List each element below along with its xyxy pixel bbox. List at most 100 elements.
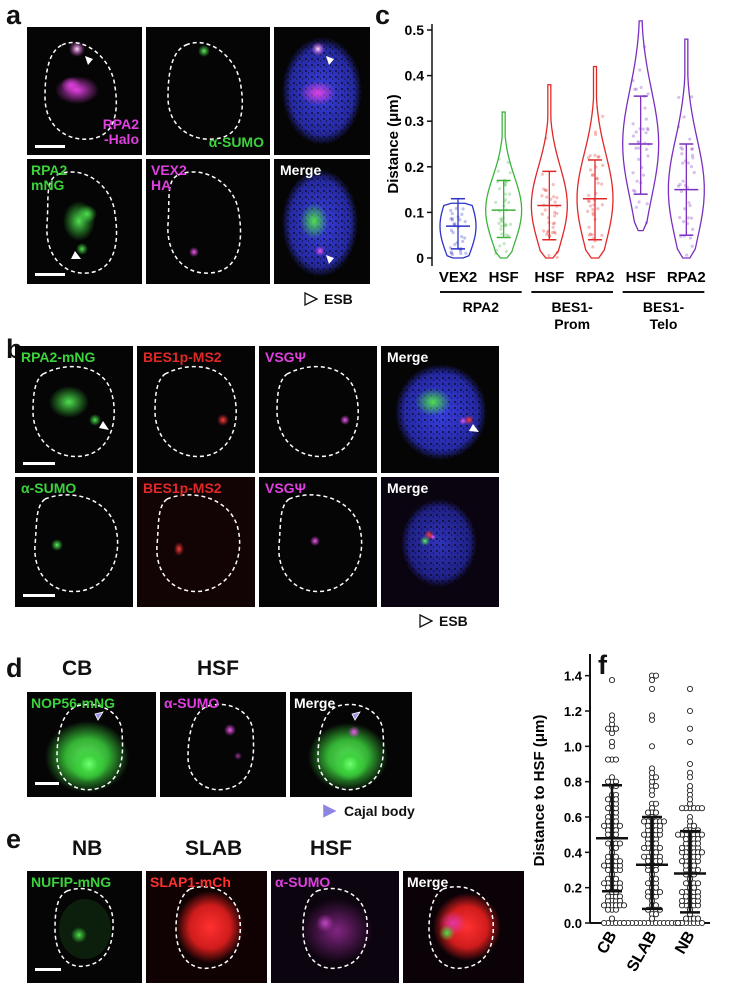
- f-point: [612, 831, 620, 838]
- c-point: [498, 244, 502, 248]
- f-point: [652, 884, 660, 891]
- c-point: [497, 157, 501, 161]
- c-point: [681, 179, 685, 183]
- c-point: [646, 154, 650, 158]
- f-point: [652, 911, 660, 918]
- f-point: [612, 756, 620, 763]
- f-point: [604, 756, 612, 763]
- c-point: [631, 134, 636, 138]
- c-point: [586, 209, 590, 213]
- f-y-tick-label: 0.8: [564, 775, 582, 790]
- f-point: [600, 880, 608, 887]
- f-category-label: NB: [672, 929, 698, 958]
- f-point: [644, 880, 652, 887]
- f-point: [694, 880, 702, 887]
- panel-b-vsg-image-2: VSGΨ: [259, 477, 377, 607]
- c-point: [588, 204, 593, 208]
- c-point: [499, 227, 503, 231]
- panel-letter-a: a: [6, 0, 22, 30]
- panel-b-esb-legend: ESB: [419, 613, 468, 629]
- c-group-label: RPA2: [463, 299, 500, 315]
- panel-b-bes1p-ms2-image: BES1p-MS2: [137, 346, 255, 473]
- c-point: [507, 234, 511, 238]
- c-point: [690, 153, 695, 157]
- f-point: [694, 866, 702, 874]
- c-point: [449, 208, 453, 213]
- panel-b-label-sumo: α-SUMO: [21, 480, 77, 496]
- c-point: [680, 147, 684, 151]
- c-point: [504, 233, 508, 237]
- c-y-tick-label: 0.1: [405, 204, 425, 220]
- c-point: [638, 68, 642, 72]
- f-point: [604, 893, 612, 900]
- c-point: [545, 195, 549, 199]
- c-violin-0: [439, 202, 477, 259]
- c-point: [678, 182, 682, 187]
- f-point: [682, 915, 690, 922]
- c-point: [682, 219, 686, 224]
- c-point: [591, 211, 595, 215]
- panel-a-esb-legend: ESB: [304, 291, 353, 307]
- c-point: [634, 146, 638, 150]
- c-point: [587, 233, 592, 237]
- f-point: [698, 831, 706, 838]
- f-point: [694, 915, 702, 922]
- c-category-label: HSF: [626, 269, 656, 286]
- f-point: [652, 774, 660, 781]
- c-y-axis-label: Distance (μm): [385, 94, 402, 193]
- c-point: [496, 169, 500, 173]
- c-point: [555, 196, 559, 200]
- c-point: [595, 176, 599, 180]
- c-point: [586, 156, 591, 160]
- panel-d-label-merge: Merge: [294, 695, 336, 711]
- f-point: [678, 844, 686, 851]
- c-category-label: HSF: [534, 269, 564, 286]
- f-point: [604, 831, 612, 838]
- c-point: [547, 253, 551, 258]
- f-point: [612, 844, 620, 851]
- panel-e-label-sumo: α-SUMO: [275, 874, 331, 890]
- c-point: [553, 200, 557, 204]
- c-point: [689, 165, 694, 169]
- c-point: [633, 189, 637, 194]
- f-point: [608, 915, 616, 922]
- c-point: [552, 221, 556, 225]
- f-point: [682, 880, 690, 887]
- f-point: [604, 906, 612, 913]
- c-point: [497, 221, 501, 225]
- c-point: [494, 252, 498, 256]
- f-point: [640, 853, 648, 860]
- f-point: [652, 783, 660, 790]
- panel-b-label-bes1p-ms2: BES1p-MS2: [143, 349, 222, 365]
- f-point: [604, 840, 612, 847]
- c-category-label: VEX2: [439, 269, 477, 286]
- f-point: [612, 875, 620, 882]
- c-point: [690, 147, 694, 151]
- c-point: [450, 216, 454, 221]
- panel-letter-f: f: [598, 650, 607, 680]
- c-point: [682, 115, 686, 119]
- c-point: [676, 125, 681, 129]
- c-point: [453, 222, 457, 226]
- c-point: [507, 200, 511, 205]
- f-point: [686, 685, 694, 692]
- c-point: [595, 177, 599, 181]
- f-y-tick-label: 0.0: [564, 916, 582, 931]
- panel-c-violin-chart: 0 0.1 0.2 0.3 0.4 0.5 Distance (μm) VEX2 HSF HSF…: [385, 20, 706, 330]
- c-point: [636, 140, 640, 144]
- f-point: [686, 725, 694, 732]
- f-point: [678, 805, 686, 812]
- c-point: [631, 171, 635, 175]
- c-category-label: RPA2: [667, 269, 706, 286]
- panel-a-label-rpa2-halo: RPA2 -Halo: [102, 116, 139, 147]
- f-point: [640, 818, 648, 825]
- f-point: [604, 884, 612, 891]
- f-point: [648, 769, 656, 776]
- c-point: [588, 154, 592, 158]
- panel-f-scatter-chart: 0.0 0.2 0.4 0.6 0.8 1.0 1.2 1.4 Distance to HSF …: [531, 654, 710, 975]
- c-point: [644, 131, 648, 135]
- f-point: [656, 822, 664, 829]
- c-point: [449, 217, 453, 221]
- c-point: [458, 218, 462, 222]
- cajal-body-triangle-icon: [322, 803, 338, 819]
